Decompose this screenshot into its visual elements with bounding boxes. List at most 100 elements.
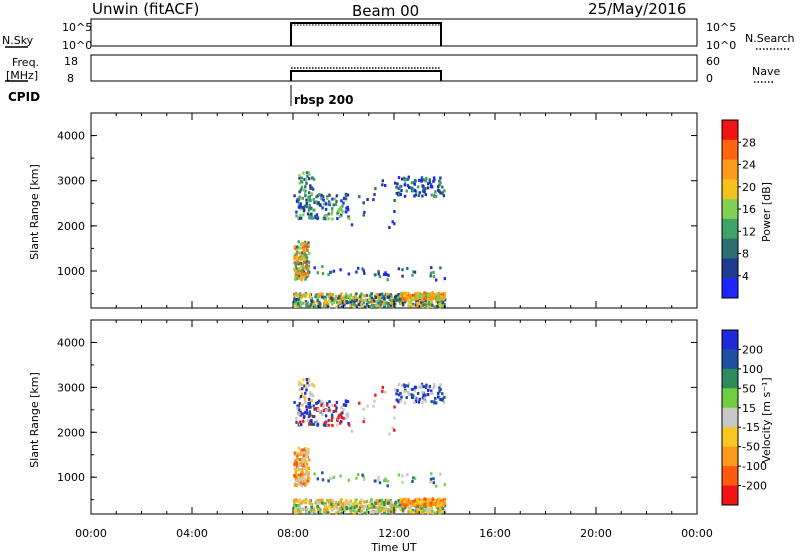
range-cell [307, 397, 311, 401]
range-cell [439, 472, 442, 476]
range-cell [318, 203, 321, 207]
range-cell [309, 393, 312, 397]
range-cell [413, 270, 417, 274]
range-cell [299, 275, 302, 279]
range-cell [334, 409, 338, 413]
range-cell [357, 473, 360, 476]
range-cell [326, 511, 329, 515]
range-cell [302, 258, 305, 262]
range-cell [333, 300, 336, 304]
range-cell [403, 183, 406, 187]
range-cell [322, 198, 325, 202]
range-cell [368, 500, 372, 504]
range-cell [321, 478, 325, 482]
range-cell [352, 302, 355, 306]
range-cell [307, 266, 310, 270]
range-cell [374, 187, 377, 191]
range-cell [340, 405, 343, 409]
range-cell [390, 500, 393, 504]
range-cell [351, 299, 354, 303]
range-cell [381, 179, 384, 183]
range-cell [383, 511, 386, 515]
range-cell [298, 174, 301, 178]
range-cell [298, 388, 301, 392]
range-cell [377, 503, 381, 507]
range-cell [426, 499, 429, 503]
range-cell [325, 506, 329, 510]
range-cell [375, 300, 379, 304]
range-cell [312, 197, 315, 201]
range-cell [370, 292, 373, 296]
range-cell [356, 301, 360, 305]
range-cell [344, 295, 347, 299]
range-cell [306, 480, 310, 484]
range-cell [443, 483, 446, 487]
range-cell [399, 193, 402, 197]
range-cell [324, 414, 328, 418]
range-cell [416, 392, 420, 395]
range-cell [393, 299, 397, 303]
range-cell [345, 506, 348, 510]
range-cell [305, 408, 308, 412]
range-cell [331, 404, 334, 408]
range-cell [414, 292, 418, 296]
range-cell [384, 184, 387, 187]
range-cell [374, 506, 377, 510]
range-cell [380, 296, 383, 300]
range-cell [307, 470, 310, 474]
range-cell [341, 503, 344, 506]
range-cell [334, 298, 338, 302]
range-cell [395, 392, 398, 396]
range-cell [401, 301, 405, 305]
x-axis-label: Time UT [370, 541, 416, 554]
range-cell [384, 477, 387, 481]
range-cell [300, 475, 303, 479]
colorbar-segment [722, 139, 738, 161]
range-cell [314, 501, 317, 505]
range-cell [336, 506, 339, 510]
nsky-panel: N.Sky 10^5 10^0 10^5 10^0 N.Search [2, 18, 795, 52]
range-cell [346, 412, 349, 416]
range-cell [414, 193, 418, 197]
range-cell [302, 213, 305, 217]
range-cell [341, 411, 344, 415]
range-cell [299, 468, 303, 471]
range-cell [402, 500, 406, 504]
range-cell [418, 178, 421, 182]
range-cell [378, 499, 381, 503]
range-cell [377, 297, 381, 300]
range-cell [374, 479, 377, 483]
range-cell [360, 498, 363, 502]
range-cell [308, 458, 311, 462]
range-cell [337, 507, 341, 510]
range-cell [296, 457, 299, 461]
range-cell [305, 304, 309, 308]
range-cell [297, 404, 300, 408]
range-cell [358, 295, 362, 299]
range-cell [421, 499, 425, 503]
range-cell [362, 475, 365, 479]
range-cell [440, 297, 443, 301]
range-cell [310, 511, 313, 515]
range-cell [386, 510, 390, 514]
range-cell [307, 402, 310, 406]
range-cell [348, 297, 352, 301]
range-cell [430, 299, 434, 303]
range-cell [308, 293, 312, 297]
range-cell [305, 202, 308, 205]
range-cell [323, 507, 326, 511]
range-cell [298, 190, 301, 194]
range-cell [401, 474, 404, 478]
range-cell [432, 275, 435, 279]
range-cell [355, 298, 358, 302]
range-cell [440, 501, 443, 505]
range-cell [422, 509, 425, 513]
colorbar-tick-label: -50 [742, 441, 760, 454]
range-cell [304, 447, 307, 450]
range-cell [328, 504, 331, 508]
range-cell [428, 499, 432, 502]
range-cell [308, 419, 311, 423]
range-cell [339, 474, 342, 478]
nave-tick-bottom: 0 [706, 72, 713, 85]
range-cell [380, 292, 384, 296]
